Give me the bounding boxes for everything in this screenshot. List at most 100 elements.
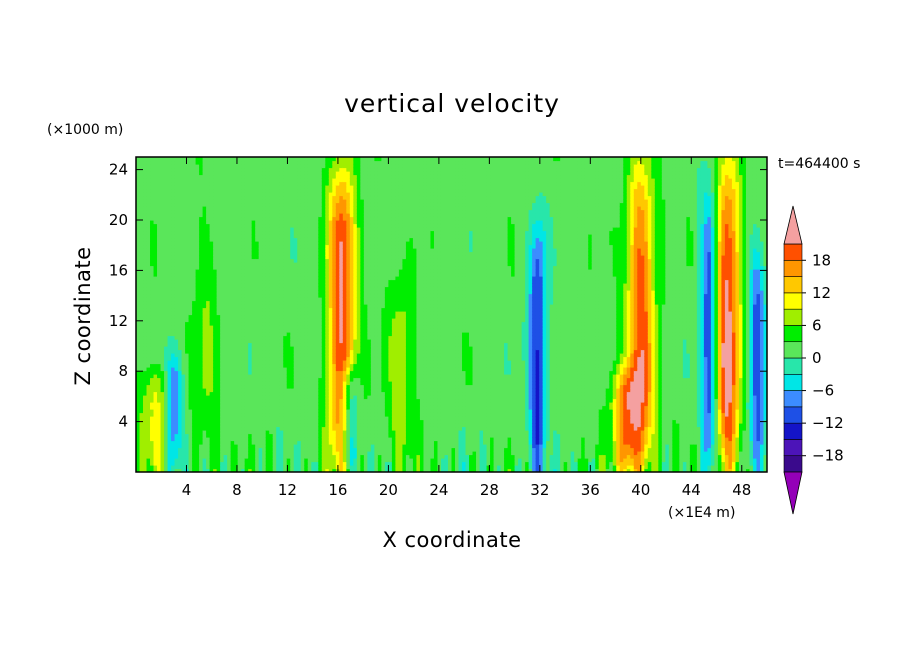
heatmap-cell: [213, 353, 217, 357]
heatmap-cell: [150, 308, 154, 312]
heatmap-cell: [157, 402, 161, 406]
heatmap-cell: [227, 364, 231, 368]
heatmap-cell: [185, 315, 189, 319]
heatmap-cell: [168, 395, 172, 399]
heatmap-cell: [140, 175, 144, 179]
heatmap-cell: [178, 217, 182, 221]
heatmap-cell: [213, 388, 217, 392]
heatmap-cell: [171, 185, 175, 189]
heatmap-cell: [203, 336, 207, 340]
heatmap-cell: [171, 171, 175, 175]
heatmap-cell: [147, 196, 151, 200]
heatmap-cell: [171, 388, 175, 392]
heatmap-cell: [140, 451, 144, 455]
heatmap-cell: [178, 238, 182, 242]
heatmap-cell: [196, 262, 200, 266]
heatmap-cell: [147, 371, 151, 375]
heatmap-cell: [171, 329, 175, 333]
heatmap-cell: [147, 273, 151, 277]
heatmap-cell: [161, 441, 165, 445]
heatmap-cell: [234, 322, 238, 326]
heatmap-cell: [154, 171, 158, 175]
heatmap-cell: [210, 444, 214, 448]
heatmap-cell: [147, 248, 151, 252]
heatmap-cell: [217, 175, 221, 179]
heatmap-cell: [185, 364, 189, 368]
heatmap-cell: [143, 315, 147, 319]
heatmap-cell: [199, 203, 203, 207]
heatmap-cell: [224, 364, 228, 368]
heatmap-cell: [140, 336, 144, 340]
heatmap-cell: [161, 322, 165, 326]
heatmap-cell: [164, 164, 168, 168]
heatmap-cell: [227, 280, 231, 284]
heatmap-cell: [224, 332, 228, 336]
heatmap-cell: [147, 315, 151, 319]
heatmap-cell: [210, 364, 214, 368]
heatmap-cell: [217, 423, 221, 427]
heatmap-cell: [143, 448, 147, 452]
heatmap-cell: [234, 297, 238, 301]
heatmap-cell: [199, 245, 203, 249]
heatmap-cell: [164, 241, 168, 245]
heatmap-cell: [196, 290, 200, 294]
heatmap-cell: [161, 171, 165, 175]
heatmap-cell: [182, 192, 186, 196]
heatmap-cell: [147, 168, 151, 172]
heatmap-cell: [150, 248, 154, 252]
heatmap-cell: [238, 336, 242, 340]
heatmap-cell: [168, 161, 172, 165]
heatmap-cell: [203, 297, 207, 301]
heatmap-cell: [220, 273, 224, 277]
heatmap-cell: [189, 224, 193, 228]
heatmap-cell: [168, 448, 172, 452]
heatmap-cell: [199, 318, 203, 322]
heatmap-cell: [199, 280, 203, 284]
heatmap-cell: [189, 283, 193, 287]
heatmap-cell: [182, 206, 186, 210]
heatmap-cell: [178, 448, 182, 452]
heatmap-cell: [185, 248, 189, 252]
heatmap-cell: [185, 357, 189, 361]
heatmap-cell: [150, 430, 154, 434]
heatmap-cell: [196, 308, 200, 312]
heatmap-cell: [161, 255, 165, 259]
heatmap-cell: [196, 336, 200, 340]
heatmap-cell: [171, 416, 175, 420]
heatmap-cell: [171, 203, 175, 207]
heatmap-cell: [189, 196, 193, 200]
heatmap-cell: [168, 175, 172, 179]
heatmap-cell: [147, 360, 151, 364]
heatmap-cell: [143, 339, 147, 343]
heatmap-cell: [161, 378, 165, 382]
heatmap-cell: [241, 427, 245, 431]
heatmap-cell: [157, 343, 161, 347]
heatmap-cell: [203, 399, 207, 403]
heatmap-cell: [185, 203, 189, 207]
heatmap-cell: [178, 343, 182, 347]
heatmap-cell: [157, 234, 161, 238]
heatmap-cell: [210, 220, 214, 224]
heatmap-cell: [196, 227, 200, 231]
heatmap-cell: [203, 364, 207, 368]
heatmap-cell: [168, 444, 172, 448]
heatmap-cell: [210, 171, 214, 175]
heatmap-cell: [175, 294, 179, 298]
heatmap-cell: [175, 353, 179, 357]
heatmap-cell: [147, 385, 151, 389]
heatmap-cell: [164, 378, 168, 382]
heatmap-cell: [154, 350, 158, 354]
heatmap-cell: [220, 294, 224, 298]
heatmap-cell: [185, 297, 189, 301]
heatmap-cell: [217, 458, 221, 462]
heatmap-cell: [210, 423, 214, 427]
heatmap-cell: [220, 290, 224, 294]
heatmap-cell: [147, 308, 151, 312]
heatmap-cell: [234, 238, 238, 242]
heatmap-cell: [178, 458, 182, 462]
heatmap-cell: [150, 385, 154, 389]
heatmap-cell: [238, 325, 242, 329]
heatmap-cell: [178, 301, 182, 305]
heatmap-cell: [182, 378, 186, 382]
heatmap-cell: [241, 308, 245, 312]
